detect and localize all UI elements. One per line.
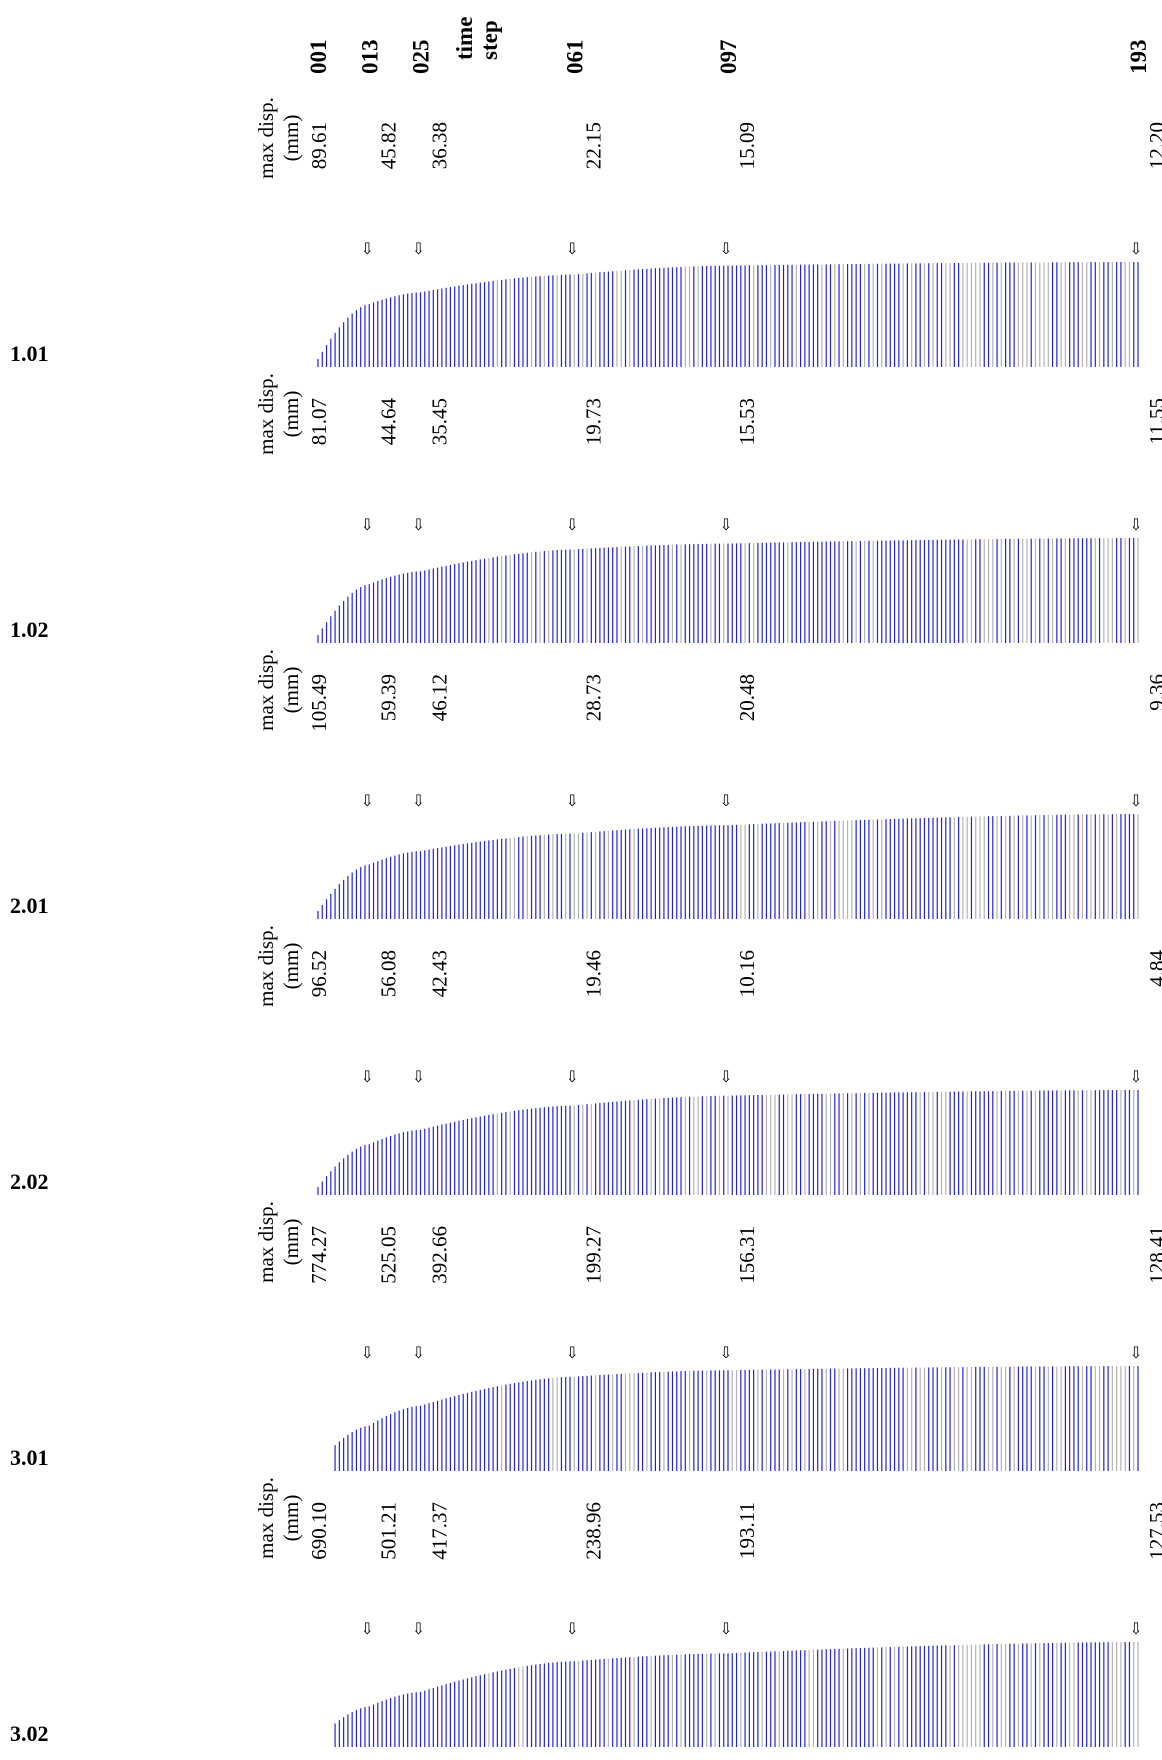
header-step-label: 193 [1126, 40, 1151, 75]
value-label: 199.27 [581, 1226, 605, 1284]
value-label: 44.64 [376, 398, 400, 446]
value-label: 15.53 [735, 398, 759, 445]
value-label: 4.84 [1145, 950, 1162, 987]
value-label: 36.38 [428, 122, 452, 169]
value-label: 89.61 [307, 122, 331, 169]
value-label: 12.20 [1145, 122, 1162, 169]
value-label: 238.96 [581, 1502, 605, 1560]
value-label: 501.21 [376, 1502, 400, 1560]
down-arrow-icon: ⇩ [412, 1345, 425, 1362]
value-label: 774.27 [307, 1226, 331, 1284]
row-label: 3.01 [10, 1445, 49, 1470]
value-label: 10.16 [735, 950, 759, 997]
value-label: 525.05 [376, 1226, 400, 1284]
down-arrow-icon: ⇩ [1129, 1069, 1142, 1086]
down-arrow-icon: ⇩ [412, 793, 425, 810]
row-label: 3.02 [10, 1721, 49, 1746]
down-arrow-icon: ⇩ [719, 1345, 732, 1362]
header-step-label: 061 [562, 40, 587, 75]
header-step: step [477, 20, 502, 60]
value-label: 690.10 [307, 1502, 331, 1560]
value-label: 28.73 [581, 674, 605, 721]
value-label: 11.55 [1145, 398, 1162, 444]
row-label: 2.02 [10, 1169, 49, 1194]
panel-ylabel-line2: (mm) [279, 1219, 303, 1266]
value-label: 81.07 [307, 398, 331, 445]
down-arrow-icon: ⇩ [566, 517, 579, 534]
value-label: 193.11 [735, 1502, 759, 1559]
panel-ylabel-line2: (mm) [279, 667, 303, 714]
value-label: 9.36 [1145, 674, 1162, 711]
header-step-label: 013 [357, 40, 382, 75]
panel-ylabel-line1: max disp. [254, 649, 278, 731]
value-label: 45.82 [376, 122, 400, 169]
value-label: 22.15 [581, 122, 605, 169]
panel-ylabel-line1: max disp. [254, 373, 278, 455]
value-label: 156.31 [735, 1226, 759, 1284]
down-arrow-icon: ⇩ [1129, 793, 1142, 810]
panel-ylabel-line1: max disp. [254, 1477, 278, 1559]
down-arrow-icon: ⇩ [412, 1621, 425, 1638]
down-arrow-icon: ⇩ [361, 1069, 374, 1086]
down-arrow-icon: ⇩ [361, 1345, 374, 1362]
header-step-label: 001 [306, 40, 331, 75]
down-arrow-icon: ⇩ [1129, 517, 1142, 534]
down-arrow-icon: ⇩ [719, 1069, 732, 1086]
value-label: 96.52 [307, 950, 331, 997]
value-label: 19.73 [581, 398, 605, 445]
value-label: 42.43 [428, 950, 452, 997]
row-label: 1.01 [10, 341, 49, 366]
header-step-label: 025 [409, 40, 434, 75]
down-arrow-icon: ⇩ [361, 241, 374, 258]
value-label: 128.41 [1145, 1226, 1162, 1284]
value-label: 35.45 [428, 398, 452, 445]
down-arrow-icon: ⇩ [566, 1621, 579, 1638]
down-arrow-icon: ⇩ [719, 1621, 732, 1638]
down-arrow-icon: ⇩ [412, 1069, 425, 1086]
panel-ylabel-line2: (mm) [279, 391, 303, 438]
down-arrow-icon: ⇩ [566, 1069, 579, 1086]
down-arrow-icon: ⇩ [361, 793, 374, 810]
row-label: 1.02 [10, 617, 49, 642]
down-arrow-icon: ⇩ [719, 517, 732, 534]
value-label: 392.66 [428, 1226, 452, 1284]
down-arrow-icon: ⇩ [719, 793, 732, 810]
down-arrow-icon: ⇩ [1129, 1345, 1142, 1362]
panel-ylabel-line1: max disp. [254, 1201, 278, 1283]
down-arrow-icon: ⇩ [1129, 241, 1142, 258]
down-arrow-icon: ⇩ [412, 517, 425, 534]
value-label: 59.39 [376, 674, 400, 721]
down-arrow-icon: ⇩ [361, 1621, 374, 1638]
value-label: 417.37 [428, 1502, 452, 1560]
value-label: 15.09 [735, 122, 759, 169]
down-arrow-icon: ⇩ [1129, 1621, 1142, 1638]
down-arrow-icon: ⇩ [719, 241, 732, 258]
down-arrow-icon: ⇩ [566, 1345, 579, 1362]
value-label: 20.48 [735, 674, 759, 721]
panel-ylabel-line2: (mm) [279, 115, 303, 162]
panel-ylabel-line1: max disp. [254, 97, 278, 179]
value-label: 19.46 [581, 950, 605, 997]
value-label: 56.08 [376, 950, 400, 997]
header-step-label: 097 [716, 40, 741, 75]
down-arrow-icon: ⇩ [412, 241, 425, 258]
down-arrow-icon: ⇩ [361, 517, 374, 534]
value-label: 46.12 [428, 674, 452, 721]
panel-ylabel-line2: (mm) [279, 943, 303, 990]
down-arrow-icon: ⇩ [566, 793, 579, 810]
row-label: 2.01 [10, 893, 49, 918]
down-arrow-icon: ⇩ [566, 241, 579, 258]
value-label: 105.49 [307, 674, 331, 732]
value-label: 127.53 [1145, 1502, 1162, 1560]
panel-ylabel-line2: (mm) [279, 1495, 303, 1542]
panel-ylabel-line1: max disp. [254, 925, 278, 1007]
header-time: time [452, 17, 477, 60]
